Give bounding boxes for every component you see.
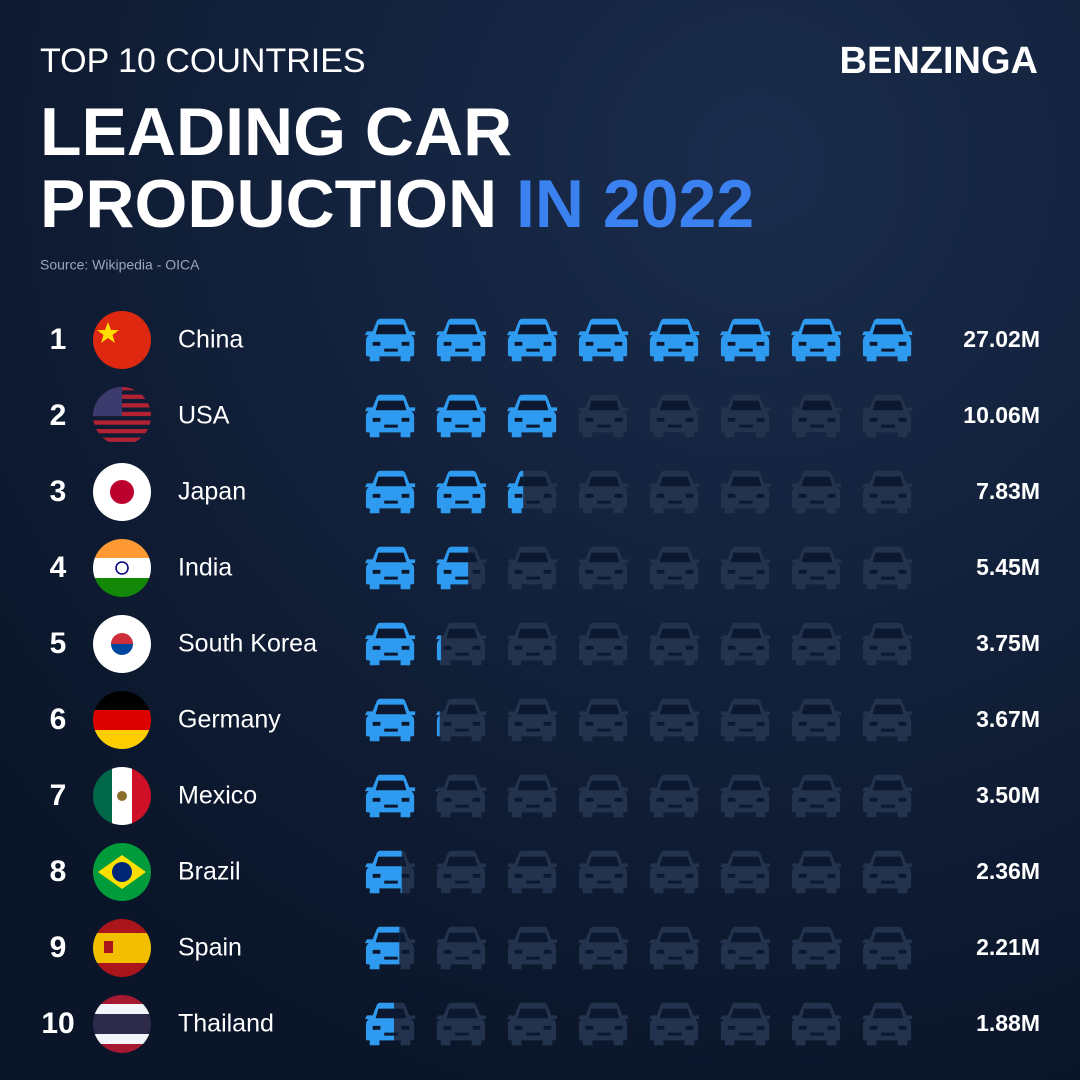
country-name: Germany — [178, 706, 281, 734]
flag-stripe — [132, 767, 151, 825]
flag — [93, 463, 151, 521]
rank: 6 — [50, 703, 67, 736]
value-label: 7.83M — [976, 478, 1040, 504]
flag-globe — [112, 862, 132, 882]
value-label: 3.75M — [976, 630, 1040, 656]
flag-stripe — [93, 1034, 151, 1044]
flag — [93, 539, 151, 597]
flag-stripe — [93, 578, 151, 597]
title-line-2: PRODUCTION IN 2022 — [40, 166, 754, 242]
value-label: 2.21M — [976, 934, 1040, 960]
flag-disc — [110, 480, 134, 504]
flag-stripe — [93, 767, 112, 825]
subtitle: TOP 10 COUNTRIES — [40, 42, 366, 80]
flag-taeguk — [111, 633, 133, 644]
flag-stripe — [93, 1004, 151, 1014]
rank: 1 — [50, 323, 67, 356]
value-label: 3.50M — [976, 782, 1040, 808]
rank: 8 — [50, 855, 67, 888]
flag-stripe — [93, 420, 151, 425]
rank: 5 — [50, 627, 67, 660]
flag-stripe — [93, 437, 151, 442]
flag-stripe — [93, 558, 151, 578]
flag-stripe — [93, 1014, 151, 1024]
rank: 10 — [41, 1007, 74, 1040]
flag-star — [97, 322, 119, 343]
country-name: China — [178, 326, 243, 354]
country-name: Brazil — [178, 858, 241, 886]
flag-stripe — [93, 710, 151, 730]
flag — [93, 767, 151, 825]
rank: 9 — [50, 931, 67, 964]
country-name: Mexico — [178, 782, 257, 810]
title-part: PRODUCTION — [40, 166, 497, 242]
flag-stripe — [93, 995, 151, 1004]
flag-stripe — [93, 429, 151, 434]
value-label: 1.88M — [976, 1010, 1040, 1036]
flag-stripe — [93, 948, 151, 963]
country-name: India — [178, 554, 232, 582]
flag-taeguk — [111, 644, 133, 655]
rank: 3 — [50, 475, 67, 508]
flag-stripe — [93, 933, 151, 948]
value-label: 5.45M — [976, 554, 1040, 580]
country-name: Spain — [178, 934, 242, 962]
source: Source: Wikipedia - OICA — [40, 257, 200, 273]
flag-arms — [104, 941, 113, 953]
country-name: South Korea — [178, 630, 317, 658]
flag — [93, 311, 151, 369]
value-label: 2.36M — [976, 858, 1040, 884]
title: LEADING CAR — [40, 94, 512, 170]
flag-stripe — [93, 691, 151, 710]
flag-stripe — [93, 1044, 151, 1053]
flag — [93, 615, 151, 673]
rank: 4 — [50, 551, 67, 584]
flag — [93, 843, 151, 901]
flag — [93, 995, 151, 1053]
brand: BENZINGA — [840, 40, 1038, 82]
value-label: 27.02M — [963, 326, 1040, 352]
flag-stripe — [93, 539, 151, 558]
rank: 7 — [50, 779, 67, 812]
flag-stripe — [93, 1024, 151, 1034]
country-name: USA — [178, 402, 230, 430]
flag-emblem — [117, 791, 127, 801]
country-name: Japan — [178, 478, 246, 506]
country-name: Thailand — [178, 1010, 274, 1038]
title-highlight: IN 2022 — [516, 166, 754, 242]
flag-wheel — [115, 561, 129, 575]
value-label: 10.06M — [963, 402, 1040, 428]
value-label: 3.67M — [976, 706, 1040, 732]
flag-stripe — [93, 730, 151, 749]
rank: 2 — [50, 399, 67, 432]
flag — [93, 691, 151, 749]
